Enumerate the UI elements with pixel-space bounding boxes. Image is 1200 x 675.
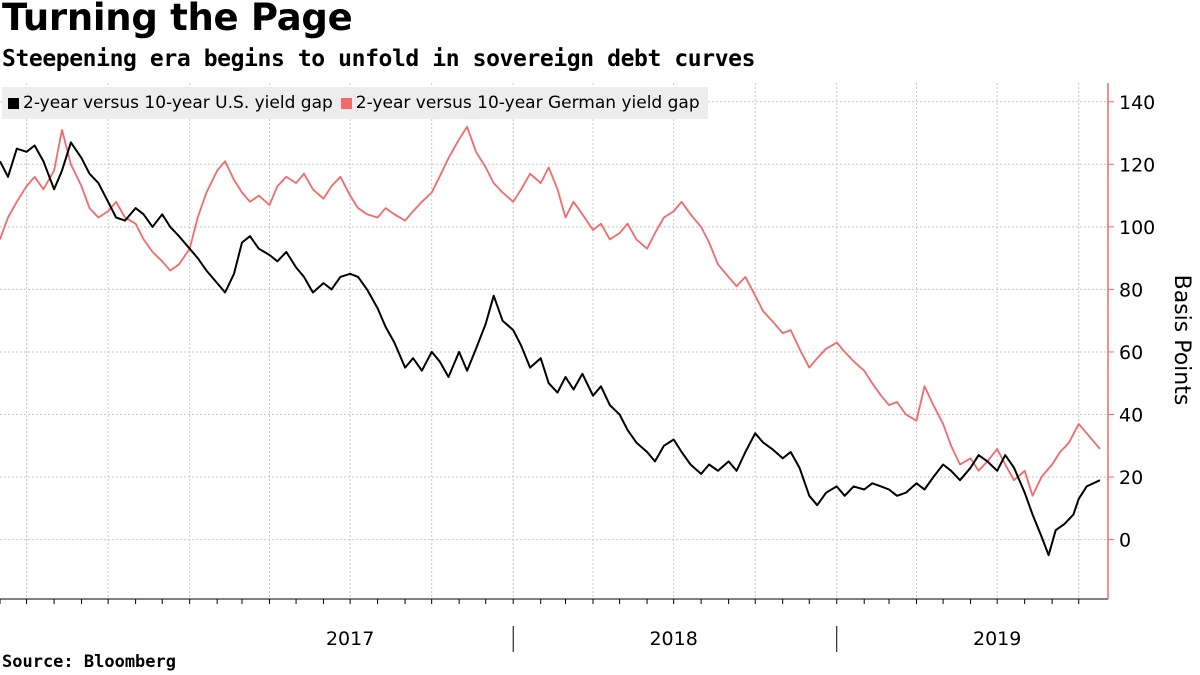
legend-swatch-us xyxy=(8,97,19,109)
x-tick-label: 2019 xyxy=(973,628,1021,650)
series-line-us xyxy=(0,141,1101,557)
gridlines xyxy=(0,83,1108,599)
series-line-german xyxy=(0,125,1101,497)
y-tick-label: 80 xyxy=(1119,279,1143,301)
x-tick-label: 2017 xyxy=(326,628,374,650)
chart-title: Turning the Page xyxy=(2,0,353,39)
y-axis-title: Basis Points xyxy=(1169,275,1194,406)
axes: 0 20 40 60 80 100 120 140 2017 2018 2019 Basis Poin… xyxy=(0,83,1194,652)
y-tick-label: 40 xyxy=(1119,404,1143,426)
chart-subtitle: Steepening era begins to unfold in sover… xyxy=(2,46,756,72)
series-lines xyxy=(0,125,1101,557)
legend-label-us: 2-year versus 10-year U.S. yield gap xyxy=(23,93,333,113)
legend-label-german: 2-year versus 10-year German yield gap xyxy=(355,93,700,113)
legend-swatch-german xyxy=(340,97,352,109)
source-note: Source: Bloomberg xyxy=(2,652,176,672)
y-tick-label: 140 xyxy=(1119,92,1155,114)
y-tick-label: 60 xyxy=(1119,342,1143,364)
y-tick-label: 0 xyxy=(1119,530,1131,552)
legend-item-german: 2-year versus 10-year German yield gap xyxy=(340,93,700,113)
y-tick-label: 120 xyxy=(1119,154,1155,176)
y-tick-label: 20 xyxy=(1119,467,1143,489)
y-tick-label: 100 xyxy=(1119,217,1155,239)
legend-item-us: 2-year versus 10-year U.S. yield gap xyxy=(8,93,333,113)
legend: 2-year versus 10-year U.S. yield gap 2-y… xyxy=(2,87,708,119)
x-tick-label: 2018 xyxy=(649,628,697,650)
